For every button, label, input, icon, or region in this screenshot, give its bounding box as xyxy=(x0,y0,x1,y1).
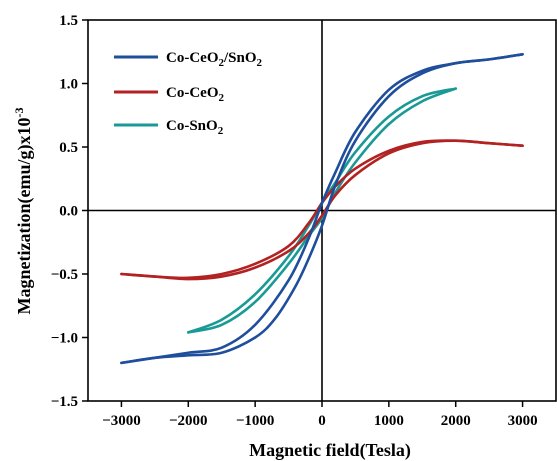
axis-ticks: −3000 −2000 −1000 0 1000 2000 3000 −1.5 −1.0 −0.5… xyxy=(51,13,538,429)
x-tick-label: 0 xyxy=(318,413,326,429)
x-tick-label: 2000 xyxy=(441,413,471,429)
y-axis-title: Magnetization(emu/g)x10-3 xyxy=(12,108,35,315)
x-tick-label: 1000 xyxy=(374,413,404,429)
x-axis-title: Magnetic field(Tesla) xyxy=(249,440,411,461)
y-tick-label: 1.5 xyxy=(59,13,78,29)
x-tick-label: −3000 xyxy=(102,413,141,429)
x-tick-label: −2000 xyxy=(169,413,208,429)
origin-crosshair xyxy=(88,20,556,401)
series-co-sno2-ascending-branch xyxy=(186,87,458,334)
y-tick-label: 1.0 xyxy=(59,77,78,93)
y-tick-label: −1.0 xyxy=(51,331,78,347)
x-tick-label: −1000 xyxy=(236,413,275,429)
legend-label: Co-CeO2/SnO2 xyxy=(166,50,263,69)
series-co-ceo2-sno2-descending-branch xyxy=(120,52,524,365)
legend: Co-CeO2/SnO2 Co-CeO2 Co-SnO2 xyxy=(114,50,263,137)
y-axis-title-main: Magnetization(emu/g)x10 xyxy=(14,118,35,315)
series-layer xyxy=(120,52,524,365)
legend-label: Co-CeO2 xyxy=(166,85,225,104)
y-axis-title-exponent: -3 xyxy=(12,108,26,118)
y-tick-label: 0.0 xyxy=(59,204,78,220)
x-tick-label: 3000 xyxy=(508,413,538,429)
legend-label: Co-SnO2 xyxy=(166,118,224,137)
y-tick-label: −1.5 xyxy=(51,394,78,410)
y-tick-label: −0.5 xyxy=(51,267,78,283)
y-tick-label: 0.5 xyxy=(59,140,78,156)
